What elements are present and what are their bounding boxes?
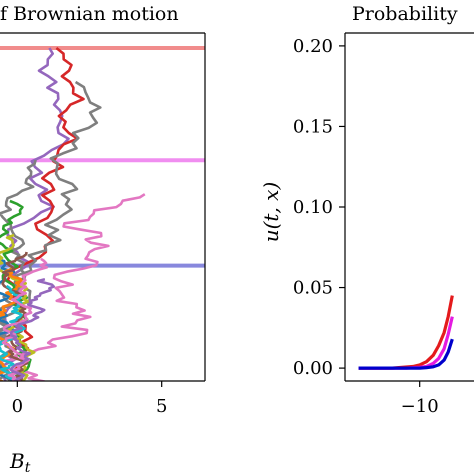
right-x-tick-label-0: −10 <box>401 396 439 417</box>
right-x-ticks: −10 <box>401 381 439 417</box>
probability-curve-1 <box>358 316 454 370</box>
right-y-ticks: 0.00 0.05 0.10 0.15 0.20 <box>293 36 345 379</box>
right-y-axis-label: u(t, x) <box>259 182 283 243</box>
left-x-axis-label: Bt <box>9 449 31 474</box>
left-x-tick-label-1: 5 <box>156 396 167 417</box>
right-y-tick-label-2: 0.10 <box>293 197 333 218</box>
right-y-tick-label-3: 0.15 <box>293 116 333 137</box>
brownian-paths <box>0 46 146 381</box>
right-y-tick-label-0: 0.00 <box>293 358 333 379</box>
brownian-path-11 <box>1 257 49 381</box>
brownian-path-12 <box>9 277 56 381</box>
probability-curve-2 <box>358 338 454 370</box>
right-y-tick-label-1: 0.05 <box>293 278 333 299</box>
left-chart-title: f Brownian motion <box>0 3 179 25</box>
right-y-tick-label-4: 0.20 <box>293 36 333 57</box>
brownian-path-1 <box>6 46 85 381</box>
right-chart-title: Probability <box>352 3 458 25</box>
probability-curves <box>358 295 454 370</box>
level-lines <box>0 46 205 268</box>
brownian-path-3 <box>0 193 146 381</box>
left-x-tick-label-0: 0 <box>12 396 23 417</box>
right-chart: Probability 0.00 0.05 0.10 0.15 0.20 −10 u(t… <box>259 3 474 417</box>
